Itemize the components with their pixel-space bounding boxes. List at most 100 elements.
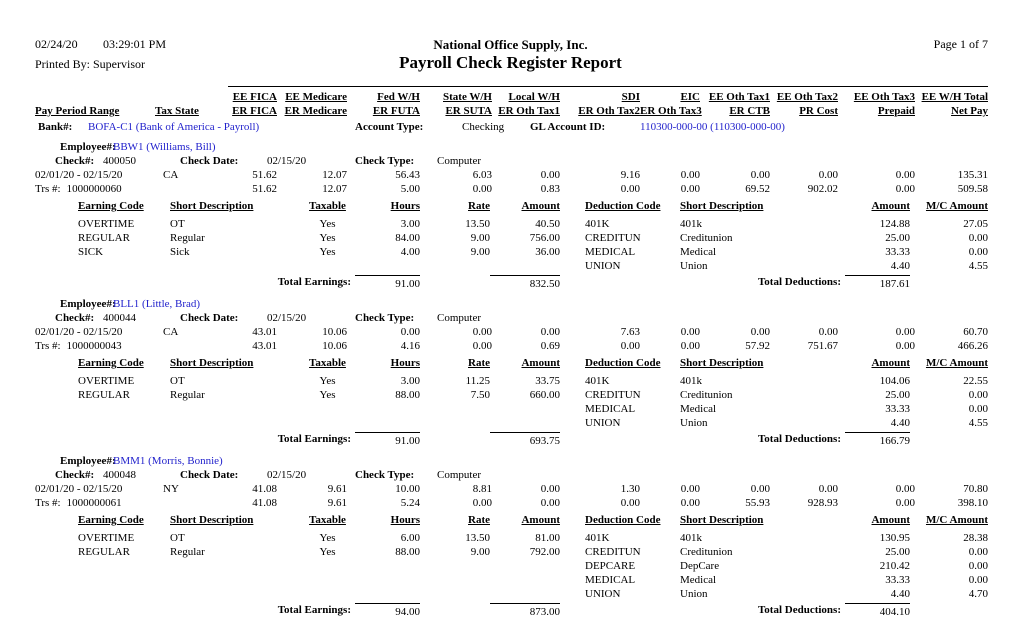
col-er-fica: ER FICA (232, 105, 277, 117)
spacer (560, 513, 585, 527)
total-deductions-amount: 404.10 (845, 603, 910, 619)
spacer (560, 559, 585, 573)
total-earnings-label: Total Earnings: (277, 433, 351, 445)
earning-hours: 84.00 (395, 232, 420, 244)
earning-amount: 40.50 (535, 218, 560, 230)
deduction-mc-amount: 22.55 (963, 375, 988, 387)
trs-label: Trs #: (35, 183, 61, 195)
deduction-amount: 25.00 (885, 232, 910, 244)
col-tax-state: Tax State (155, 105, 199, 117)
total-earnings-label: Total Earnings: (277, 604, 351, 616)
earning-code (78, 559, 170, 573)
earning-desc: OT (170, 375, 185, 387)
spacer (560, 531, 585, 545)
hours-header: Hours (390, 514, 420, 526)
deduction-amount: 25.00 (885, 546, 910, 558)
ee-tax-value: 0.00 (472, 326, 492, 338)
er-tax-value: 5.00 (400, 183, 420, 195)
hours-header: Hours (390, 357, 420, 369)
gl-account-value-link[interactable]: 110300-000-00 (110300-000-00) (640, 121, 785, 133)
earning-amount: 81.00 (535, 532, 560, 544)
deduction-mc-amount: 0.00 (968, 546, 988, 558)
ee-tax-value: 0.00 (818, 483, 838, 495)
er-tax-value: 928.93 (807, 497, 838, 509)
ee-tax-value: 7.63 (620, 326, 640, 338)
earning-code (78, 259, 170, 273)
employee-number-label: Employee#: (60, 455, 116, 467)
trs-cell: Trs #: 1000000043 (35, 339, 207, 353)
deduction-code: CREDITUN (585, 232, 641, 244)
tax-summary-row-ee: 02/01/20 - 02/15/20 CA 51.62 12.07 56.43 6.03… (35, 168, 1021, 182)
deduction-desc: Creditunion (680, 389, 733, 401)
earning-desc (170, 402, 300, 416)
deduction-amount: 4.40 (890, 417, 910, 429)
mc-amount-header: M/C Amount (925, 200, 988, 212)
earning-hours (355, 259, 420, 273)
trs-cell: Trs #: 1000000061 (35, 496, 207, 510)
total-earnings-label: Total Earnings: (277, 276, 351, 288)
col-ee-medicare: EE Medicare (285, 91, 347, 103)
deduction-desc: 401k (680, 375, 702, 387)
er-tax-value: 509.58 (957, 183, 988, 195)
tax-summary-row-er: Trs #: 1000000060 51.62 12.07 5.00 0.00 0.83 0.… (35, 182, 1021, 196)
deduction-amount: 124.88 (879, 218, 910, 230)
earning-code (78, 587, 170, 601)
er-tax-value: 12.07 (322, 183, 347, 195)
earning-taxable (300, 559, 355, 573)
earning-amount: 33.75 (535, 375, 560, 387)
taxable-header: Taxable (309, 514, 346, 526)
bank-value-link[interactable]: BOFA-C1 (Bank of America - Payroll) (88, 121, 260, 133)
earning-code: REGULAR (78, 546, 130, 558)
col-sdi: SDI (621, 91, 640, 103)
earning-code: OVERTIME (78, 218, 135, 230)
earnings-deductions-rows: OVERTIME OT Yes 6.00 13.50 81.00 401K 401k 130.9… (0, 531, 1021, 601)
check-date: 02/15/20 (267, 312, 307, 324)
deduction-mc-amount: 0.00 (968, 574, 988, 586)
earning-hours (355, 416, 420, 430)
deduction-mc-amount: 0.00 (968, 403, 988, 415)
deduction-desc: Union (680, 260, 708, 272)
earning-amount: 36.00 (535, 246, 560, 258)
employee-header-line: Employee#: BBW1 (Williams, Bill) (0, 140, 1021, 154)
earning-code: REGULAR (78, 389, 130, 401)
earnings-deductions-row: REGULAR Regular Yes 84.00 9.00 756.00 CREDITUN… (78, 231, 1021, 245)
employee-sections: Employee#: BBW1 (Williams, Bill) Check#: 40… (0, 140, 1021, 619)
tax-summary-row-er: Trs #: 1000000061 41.08 9.61 5.24 0.00 0.00 0.0… (35, 496, 1021, 510)
employee-id-link[interactable]: BBW1 (Williams, Bill) (113, 141, 216, 153)
earning-amount (490, 573, 560, 587)
total-hours: 94.00 (355, 603, 420, 619)
total-deductions-amount: 166.79 (845, 432, 910, 448)
er-tax-value: 51.62 (252, 183, 277, 195)
employee-id-link[interactable]: BLL1 (Little, Brad) (113, 298, 201, 310)
employee-id-link[interactable]: BMM1 (Morris, Bonnie) (113, 455, 223, 467)
deduction-code-header: Deduction Code (585, 514, 661, 526)
total-deductions-label: Total Deductions: (757, 433, 841, 445)
col-er-oth-tax1: ER Oth Tax1 (498, 105, 560, 117)
earning-taxable: Yes (319, 232, 336, 244)
col-pr-cost: PR Cost (799, 105, 838, 117)
er-tax-value: 0.00 (680, 340, 700, 352)
earnings-deductions-header: Earning Code Short Description Taxable Hour… (78, 513, 1021, 527)
earnings-deductions-row: OVERTIME OT Yes 3.00 13.50 40.50 401K 401k 124.8… (78, 217, 1021, 231)
deduction-amount: 33.33 (885, 403, 910, 415)
earning-code-header: Earning Code (78, 200, 144, 212)
deduction-mc-amount: 4.55 (968, 260, 988, 272)
spacer (560, 217, 585, 231)
er-tax-value: 69.52 (745, 183, 770, 195)
er-tax-value: 0.00 (472, 183, 492, 195)
bank-line: Bank#: BOFA-C1 (Bank of America - Payrol… (0, 120, 1021, 134)
deduction-desc: Medical (680, 403, 717, 415)
col-ee-wh-total: EE W/H Total (921, 91, 988, 103)
ee-tax-value: 0.00 (680, 326, 700, 338)
report-body: EE FICA EE Medicare Fed W/H State W/H Lo… (0, 90, 1021, 619)
earnings-deductions-row: DEPCARE DepCare 210.42 0.00 (78, 559, 1021, 573)
earning-rate: 7.50 (470, 389, 490, 401)
total-earnings-amount: 873.00 (490, 603, 560, 619)
column-header-row-1: EE FICA EE Medicare Fed W/H State W/H Lo… (35, 90, 1021, 104)
earnings-deductions-row: UNION Union 4.40 4.55 (78, 416, 1021, 430)
er-tax-value: 0.00 (680, 183, 700, 195)
deduction-amount: 25.00 (885, 389, 910, 401)
spacer (560, 388, 585, 402)
earning-amount (490, 587, 560, 601)
total-hours: 91.00 (355, 275, 420, 291)
